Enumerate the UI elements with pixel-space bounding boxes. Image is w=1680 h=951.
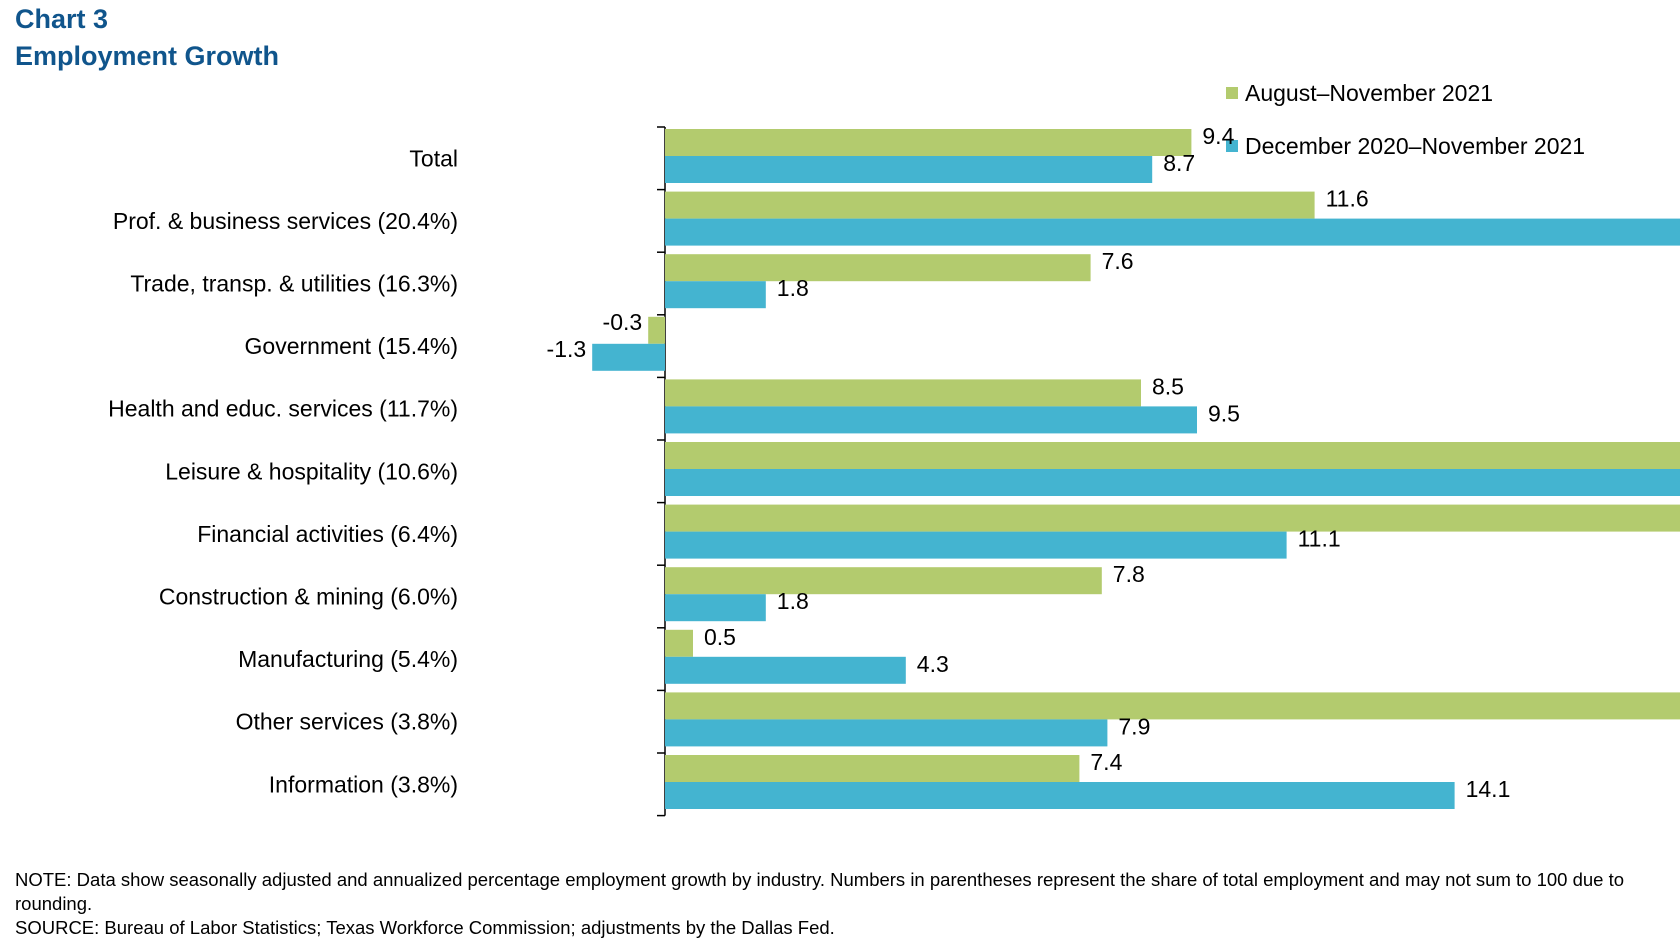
data-label-series-1: 0.5 bbox=[704, 624, 736, 650]
legend-label-series-1: August–November 2021 bbox=[1245, 80, 1493, 106]
category-label: Financial activities (6.4%) bbox=[197, 521, 458, 547]
legend-label-series-2: December 2020–November 2021 bbox=[1245, 133, 1585, 159]
category-label: Total bbox=[409, 145, 458, 171]
data-label-series-1: 11.6 bbox=[1326, 186, 1369, 212]
category-label: Other services (3.8%) bbox=[236, 709, 458, 735]
data-label-series-1: 7.4 bbox=[1090, 749, 1122, 775]
bar-series-1 bbox=[665, 629, 693, 657]
data-label-series-2: 1.8 bbox=[777, 588, 809, 614]
bar-series-2 bbox=[665, 594, 766, 622]
data-label-series-2: 1.8 bbox=[777, 275, 809, 301]
bar-series-1 bbox=[648, 316, 665, 344]
bar-series-2 bbox=[592, 343, 665, 371]
category-label: Manufacturing (5.4%) bbox=[238, 646, 458, 672]
data-label-series-2: 7.9 bbox=[1118, 713, 1150, 739]
bar-series-1 bbox=[665, 504, 1680, 532]
bar-series-1 bbox=[665, 755, 1080, 782]
chart-title: Employment Growth bbox=[15, 41, 280, 71]
data-label-series-2: 4.3 bbox=[917, 651, 949, 677]
data-label-series-2: 11.1 bbox=[1298, 526, 1341, 552]
data-label-series-1: -0.3 bbox=[603, 309, 643, 335]
category-label: Leisure & hospitality (10.6%) bbox=[165, 458, 458, 484]
data-label-series-1: 8.5 bbox=[1152, 373, 1184, 399]
bar-series-2 bbox=[665, 782, 1455, 809]
category-label: Construction & mining (6.0%) bbox=[159, 584, 458, 610]
chart-number: Chart 3 bbox=[15, 4, 109, 34]
data-label-series-1: 9.4 bbox=[1202, 123, 1234, 149]
category-label: Government (15.4%) bbox=[245, 333, 458, 359]
bar-series-2 bbox=[665, 218, 1680, 246]
data-label-series-2: 9.5 bbox=[1208, 400, 1240, 426]
chart-source: SOURCE: Bureau of Labor Statistics; Texa… bbox=[15, 917, 835, 938]
bar-series-1 bbox=[665, 567, 1102, 595]
bar-series-1 bbox=[665, 692, 1680, 720]
data-label-series-1: 7.8 bbox=[1113, 561, 1145, 587]
plot-area: Total 9.4 8.7 Prof. & business services (20… bbox=[108, 123, 1680, 817]
bar-series-1 bbox=[665, 254, 1091, 282]
data-label-series-2: 8.7 bbox=[1163, 150, 1195, 176]
legend-swatch-series-1 bbox=[1226, 87, 1238, 99]
category-label: Information (3.8%) bbox=[269, 771, 458, 797]
bar-series-2 bbox=[665, 531, 1287, 559]
category-label: Prof. & business services (20.4%) bbox=[113, 208, 458, 234]
bar-series-1 bbox=[665, 379, 1141, 407]
data-label-series-2: -1.3 bbox=[547, 336, 587, 362]
category-label: Trade, transp. & utilities (16.3%) bbox=[130, 271, 458, 297]
legend-swatch-series-2 bbox=[1226, 140, 1238, 152]
category-label: Health and educ. services (11.7%) bbox=[108, 396, 458, 422]
bar-series-2 bbox=[665, 719, 1108, 747]
bar-series-2 bbox=[665, 156, 1153, 183]
bar-series-1 bbox=[665, 191, 1315, 219]
data-label-series-1: 7.6 bbox=[1102, 248, 1134, 274]
bar-series-2 bbox=[665, 406, 1197, 434]
bar-series-1 bbox=[665, 129, 1192, 156]
bar-series-1 bbox=[665, 442, 1680, 469]
bar-chart: August–November 2021 December 2020–Novem… bbox=[108, 80, 1680, 817]
bar-series-2 bbox=[665, 469, 1680, 496]
data-label-series-2: 14.1 bbox=[1466, 776, 1511, 802]
bar-series-2 bbox=[665, 656, 906, 684]
chart-note: NOTE: Data show seasonally adjusted and … bbox=[15, 869, 1625, 914]
chart-legend: August–November 2021 December 2020–Novem… bbox=[1226, 80, 1585, 159]
bar-series-2 bbox=[665, 281, 766, 309]
